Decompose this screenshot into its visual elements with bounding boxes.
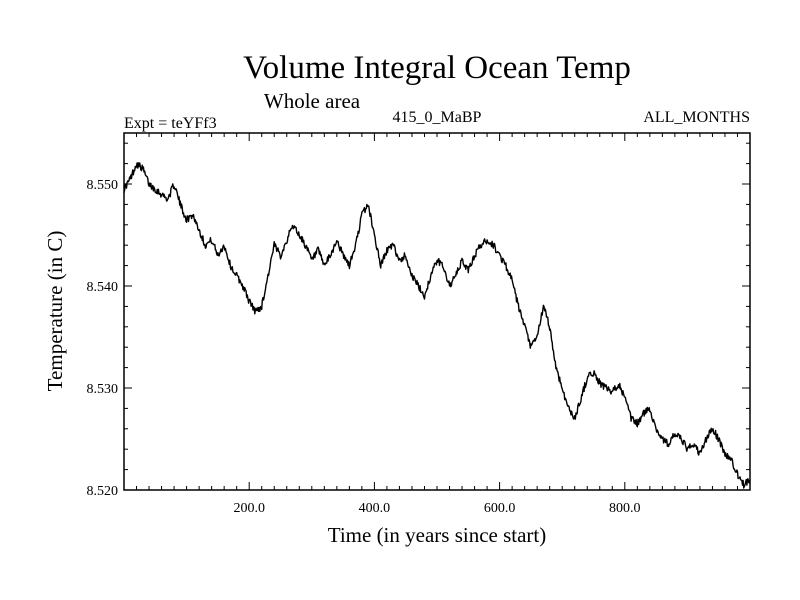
chart-subtitle: Whole area	[264, 89, 361, 113]
x-tick-label: 600.0	[484, 501, 516, 516]
chart-title: Volume Integral Ocean Temp	[243, 50, 631, 86]
x-tick-label: 800.0	[609, 501, 641, 516]
x-axis-label: Time (in years since start)	[328, 523, 547, 547]
months-label: ALL_MONTHS	[643, 109, 750, 126]
period-label: 415_0_MaBP	[393, 109, 482, 126]
x-tick-label: 400.0	[359, 501, 391, 516]
x-axis-ticks: 200.0 400.0 600.0 800.0	[136, 133, 738, 516]
y-tick-label: 8.540	[87, 280, 119, 295]
x-tick-label: 200.0	[233, 501, 265, 516]
series-group	[123, 162, 751, 489]
y-axis-ticks: 8.520 8.530 8.540 8.550	[87, 142, 750, 499]
experiment-label: Expt = teYFf3	[124, 115, 217, 132]
y-tick-label: 8.550	[87, 178, 119, 193]
y-axis-label: Temperature (in C)	[43, 231, 67, 392]
plot-frame	[123, 132, 751, 491]
y-tick-label: 8.530	[87, 382, 119, 397]
y-tick-label: 8.520	[87, 484, 119, 499]
series-line	[123, 162, 751, 489]
